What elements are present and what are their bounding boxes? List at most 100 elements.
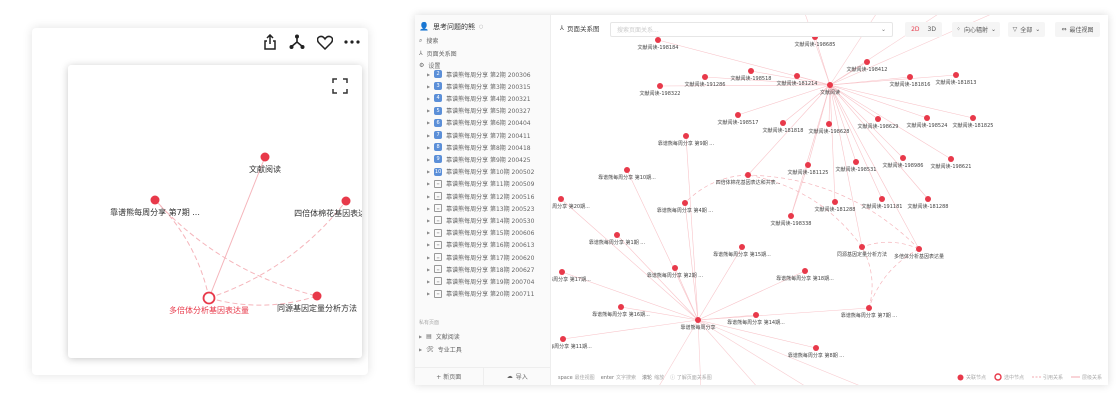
node-label[interactable]: 靠谱熊每周分享 第20期... [552,203,590,210]
graph-node[interactable] [805,162,811,168]
node-label[interactable]: 文献阅读-198517 [718,119,759,126]
node-label[interactable]: 文献阅读-181813 [936,79,977,86]
node-label[interactable]: 文献阅读-198685 [795,41,836,48]
graph-node[interactable] [853,159,859,165]
page-list-item[interactable]: ▶ 5 靠谱熊每周分享 第5期 200327 [427,105,531,117]
node-label[interactable]: 靠谱熊每周分享 第2期 ... [647,272,704,279]
graph-node[interactable] [748,68,754,74]
expand-arrow-icon[interactable]: ▶ [427,169,431,175]
graph-node[interactable] [788,213,794,219]
heart-icon[interactable] [315,32,335,52]
sidebar-item-search[interactable]: ⌕ 搜索 [419,35,438,46]
expand-arrow-icon[interactable]: ▶ [427,217,431,223]
import-button[interactable]: ☁ 导入 [482,368,552,385]
node-label[interactable]: 靠谱熊每周分享 第4期 ... [657,207,714,214]
page-list-item[interactable]: ▶ 10 靠谱熊每周分享 第10期 200502 [427,166,534,178]
node-label[interactable]: 四倍体棉花基因表达和共表... [294,208,362,218]
graph-node[interactable] [970,115,976,121]
graph-node[interactable] [655,37,661,43]
expand-arrow-icon[interactable]: ▶ [427,120,431,126]
graph-node[interactable] [739,244,745,250]
node-label[interactable]: 靠谱熊每周分享 第16期... [592,311,650,318]
graph-node[interactable] [702,74,708,80]
help-link[interactable]: ⓘ 了解页面关系图 [670,374,712,381]
node-label[interactable]: 多倍体分析基因表达量 [169,305,249,315]
expand-arrow-icon[interactable]: ▶ [427,230,431,236]
node-label[interactable]: 文献阅读-198986 [883,162,924,169]
page-list-item[interactable]: ▶ ≡ 靠谱熊每周分享 第15期 200606 [427,227,534,239]
node-label[interactable]: 四倍体棉花基因表达和共表... [716,179,781,186]
graph-node[interactable] [780,120,786,126]
page-list-item[interactable]: ▶ 6 靠谱熊每周分享 第6期 200404 [427,117,531,129]
node-label[interactable]: 文献阅读-181816 [890,81,931,88]
sidebar-item-graph[interactable]: ⅄ 页面关系图 [419,48,457,59]
page-list-item[interactable]: ▶ 8 靠谱熊每周分享 第8期 200418 [427,141,531,153]
page-list-item[interactable]: ▶ ≡ 靠谱熊每周分享 第12期 200516 [427,190,534,202]
page-list-item[interactable]: ▶ ≡ 靠谱熊每周分享 第11期 200509 [427,178,534,190]
node-label[interactable]: 同源基因定量分析方法 [277,303,357,313]
page-list-item[interactable]: ▶ 3 靠谱熊每周分享 第3期 200315 [427,80,531,92]
node-label[interactable]: 文献阅读-181125 [788,169,829,176]
page-list-item[interactable]: ▶ 4 靠谱熊每周分享 第4期 200321 [427,92,531,104]
graph-node[interactable] [695,317,701,323]
graph-node[interactable] [866,305,872,311]
node-label[interactable]: 文献阅读-181818 [763,127,804,134]
node-label[interactable]: 靠谱熊每周分享 [680,324,715,331]
expand-arrow-icon[interactable]: ▶ [427,266,431,272]
expand-arrow-icon[interactable]: ▶ [427,144,431,150]
share-icon[interactable] [260,32,280,52]
node-label[interactable]: 靠谱熊每周分享 第11期... [552,343,592,350]
expand-arrow-icon[interactable]: ▶ [427,95,431,101]
graph-node[interactable] [559,269,565,275]
private-page-tools[interactable]: ▶ 🛠 专业工具 [419,346,462,354]
node-label[interactable]: 文献阅读-198518 [731,75,772,82]
graph-node[interactable] [948,156,954,162]
page-list-item[interactable]: ▶ ≡ 靠谱熊每周分享 第19期 200704 [427,275,534,287]
graph-node[interactable] [916,246,922,252]
graph-node[interactable] [558,196,564,202]
graph-search-input[interactable]: 搜索页面关系... ⌄ [610,22,893,37]
graph-node[interactable] [657,83,663,89]
graph-node[interactable] [682,200,688,206]
node-label[interactable]: 靠谱熊每周分享 第7期 ... [841,312,898,319]
page-list-item[interactable]: ▶ ≡ 靠谱熊每周分享 第13期 200523 [427,202,534,214]
new-page-button[interactable]: + 新页面 [415,368,483,385]
more-icon[interactable] [342,32,362,52]
graph-node[interactable] [794,73,800,79]
graph-node[interactable] [672,265,678,271]
node-label[interactable]: 文献阅读-191181 [862,203,903,210]
page-list-item[interactable]: ▶ 2 靠谱熊每周分享 第2期 200306 [427,68,531,80]
graph-node[interactable] [745,172,751,178]
graph-node[interactable] [624,167,630,173]
graph-node[interactable] [953,72,959,78]
graph-node[interactable] [150,195,160,205]
node-label[interactable]: 文献阅读-181288 [815,206,856,213]
expand-arrow-icon[interactable]: ▶ [427,156,431,162]
page-list-item[interactable]: ▶ ≡ 靠谱熊每周分享 第18期 200627 [427,263,534,275]
node-label[interactable]: 文献阅读-198531 [836,166,877,173]
expand-arrow-icon[interactable]: ▶ [427,71,431,77]
expand-arrow-icon[interactable]: ▶ [427,278,431,284]
graph-node[interactable] [683,133,689,139]
node-label[interactable]: 靠谱熊每周分享 第1期 ... [589,239,646,246]
expand-arrow-icon[interactable]: ▶ [427,254,431,260]
workspace-header[interactable]: 👤 思考问题的熊 ○ [419,21,483,32]
page-list-item[interactable]: ▶ 9 靠谱熊每周分享 第9期 200425 [427,153,531,165]
expand-arrow-icon[interactable]: ▶ [427,242,431,248]
node-label[interactable]: 文献阅读 [820,89,840,96]
graph-node[interactable] [864,59,870,65]
node-label[interactable]: 文献阅读-198621 [931,163,972,170]
graph-node[interactable] [859,244,865,250]
page-list-item[interactable]: ▶ ≡ 靠谱熊每周分享 第14期 200530 [427,214,534,226]
expand-arrow-icon[interactable]: ▶ [427,132,431,138]
private-page-literature[interactable]: ▶ ▤ 文献阅读 [419,333,460,341]
page-list-item[interactable]: ▶ ≡ 靠谱熊每周分享 第16期 200613 [427,239,534,251]
node-label[interactable]: 靠谱熊每周分享 第18期... [776,275,834,282]
page-list-item[interactable]: ▶ ≡ 靠谱熊每周分享 第20期 200711 [427,288,534,300]
sidebar-item-settings[interactable]: ⚙ 设置 [419,60,440,71]
node-label[interactable]: 文献阅读-191286 [685,81,726,88]
node-label[interactable]: 文献阅读-198524 [907,122,948,129]
filter-dropdown[interactable]: ▽ 全部 ⌄ [1008,22,1045,37]
mode-3d-button[interactable]: 3D [927,26,936,33]
graph-node[interactable] [614,232,620,238]
